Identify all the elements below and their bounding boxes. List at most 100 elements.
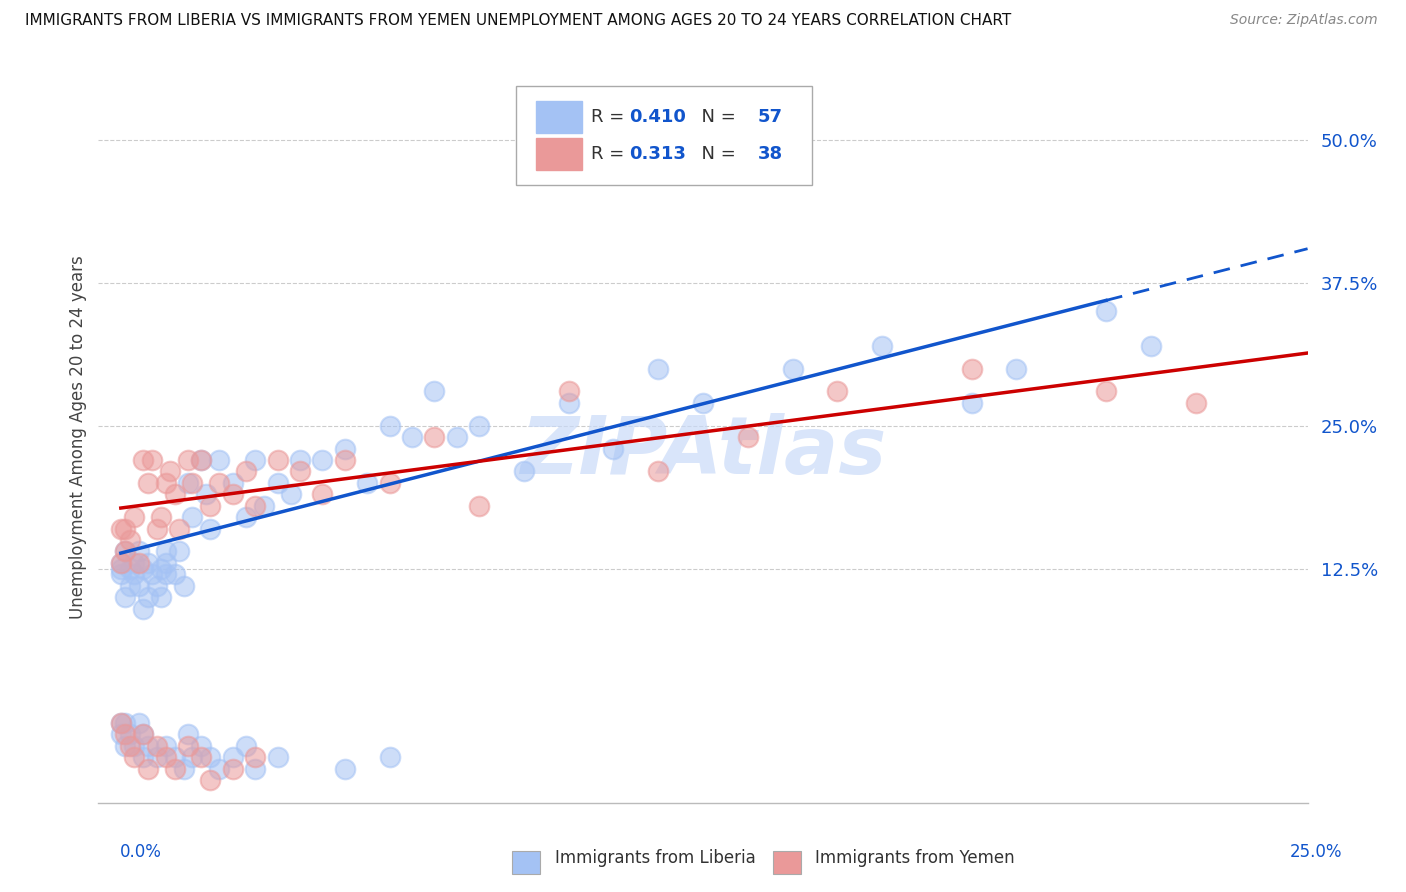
Point [468, 418, 491, 433]
Point [423, 430, 446, 444]
Point [647, 361, 669, 376]
Point [960, 361, 983, 376]
Point [163, 750, 186, 764]
Point [208, 762, 231, 776]
Point [468, 499, 491, 513]
Point [122, 567, 145, 582]
Point [132, 727, 155, 741]
Point [110, 715, 132, 730]
Point [155, 750, 177, 764]
Point [235, 739, 257, 753]
Point [737, 430, 759, 444]
Point [159, 464, 181, 478]
Point [243, 499, 266, 513]
Text: Immigrants from Liberia: Immigrants from Liberia [534, 849, 756, 867]
Text: N =: N = [690, 108, 741, 126]
Point [1005, 361, 1028, 376]
FancyBboxPatch shape [536, 101, 582, 133]
Text: IMMIGRANTS FROM LIBERIA VS IMMIGRANTS FROM YEMEN UNEMPLOYMENT AMONG AGES 20 TO 2: IMMIGRANTS FROM LIBERIA VS IMMIGRANTS FR… [25, 13, 1011, 29]
Point [333, 762, 356, 776]
Point [827, 384, 849, 399]
Point [557, 384, 579, 399]
Point [266, 453, 288, 467]
Point [200, 499, 222, 513]
Point [132, 601, 155, 615]
Point [163, 487, 186, 501]
Point [1140, 338, 1163, 352]
FancyBboxPatch shape [536, 137, 582, 170]
Point [190, 750, 212, 764]
FancyBboxPatch shape [516, 86, 811, 185]
Point [145, 739, 167, 753]
Point [208, 475, 231, 490]
Point [110, 715, 132, 730]
Point [190, 453, 212, 467]
Point [128, 715, 150, 730]
Point [288, 464, 311, 478]
Point [118, 533, 141, 547]
Point [235, 510, 257, 524]
Point [692, 396, 714, 410]
Point [122, 510, 145, 524]
Point [155, 475, 177, 490]
Text: 0.313: 0.313 [630, 145, 686, 163]
Point [173, 762, 195, 776]
Point [132, 750, 155, 764]
Point [190, 453, 212, 467]
Point [200, 750, 222, 764]
Point [222, 475, 245, 490]
Point [114, 590, 136, 604]
Point [243, 750, 266, 764]
Point [401, 430, 423, 444]
Point [1095, 384, 1118, 399]
Point [177, 475, 200, 490]
Text: R =: R = [591, 145, 630, 163]
Point [194, 487, 217, 501]
Point [333, 442, 356, 456]
Text: 57: 57 [758, 108, 782, 126]
Point [118, 739, 141, 753]
Point [122, 739, 145, 753]
Point [222, 750, 245, 764]
Point [288, 453, 311, 467]
Point [163, 762, 186, 776]
Point [145, 750, 167, 764]
Point [177, 739, 200, 753]
Point [136, 590, 159, 604]
Point [356, 475, 378, 490]
Point [782, 361, 804, 376]
Text: 25.0%: 25.0% [1291, 843, 1343, 861]
Point [602, 442, 624, 456]
Text: N =: N = [690, 145, 741, 163]
Point [141, 567, 163, 582]
Point [177, 727, 200, 741]
Point [128, 556, 150, 570]
Text: 0.410: 0.410 [630, 108, 686, 126]
Point [155, 544, 177, 558]
Text: 38: 38 [758, 145, 783, 163]
Point [446, 430, 468, 444]
Point [266, 475, 288, 490]
Point [155, 739, 177, 753]
Point [114, 739, 136, 753]
Point [136, 556, 159, 570]
Point [311, 453, 333, 467]
Point [155, 567, 177, 582]
Point [960, 396, 983, 410]
Point [311, 487, 333, 501]
Point [132, 561, 155, 575]
Point [253, 499, 276, 513]
Point [208, 453, 231, 467]
Point [181, 510, 204, 524]
Y-axis label: Unemployment Among Ages 20 to 24 years: Unemployment Among Ages 20 to 24 years [69, 255, 87, 619]
Point [145, 521, 167, 535]
Point [280, 487, 302, 501]
Point [128, 579, 150, 593]
Point [243, 453, 266, 467]
Point [513, 464, 536, 478]
Point [870, 338, 893, 352]
Point [222, 762, 245, 776]
Point [200, 772, 222, 787]
Point [181, 750, 204, 764]
Text: Source: ZipAtlas.com: Source: ZipAtlas.com [1230, 13, 1378, 28]
